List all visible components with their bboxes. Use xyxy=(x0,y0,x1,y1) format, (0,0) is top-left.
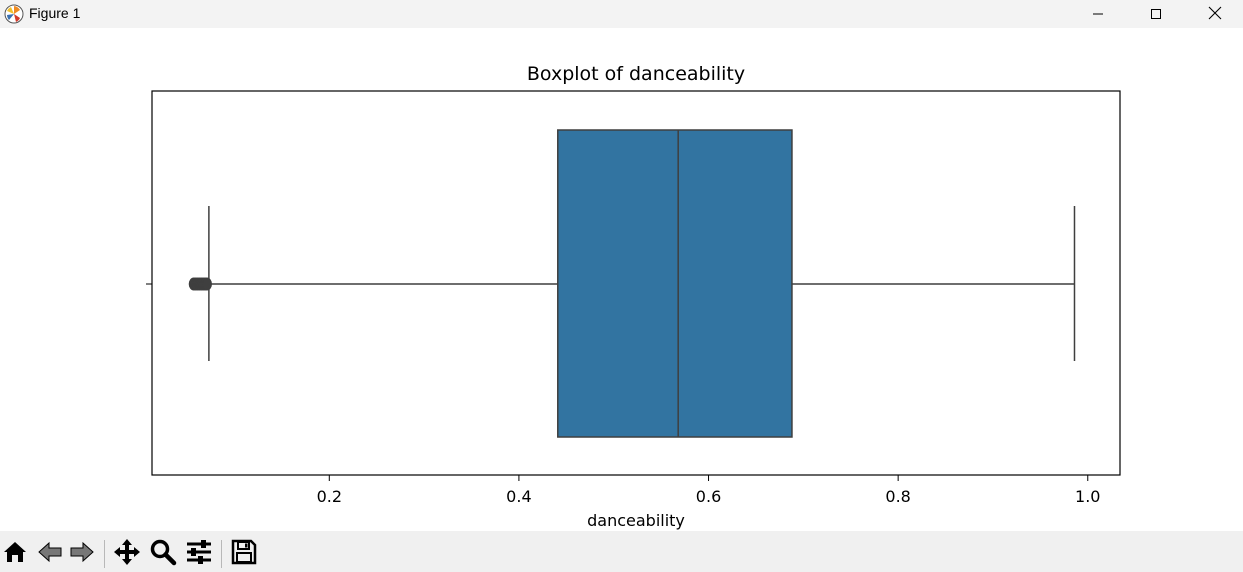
pan-button[interactable] xyxy=(112,538,142,570)
x-tick-label: 0.8 xyxy=(885,487,910,506)
floppy-disk-icon xyxy=(230,538,258,570)
close-button[interactable] xyxy=(1192,0,1238,28)
sliders-icon xyxy=(185,538,213,570)
configure-subplots-button[interactable] xyxy=(184,540,214,568)
back-button[interactable] xyxy=(35,540,65,568)
interquartile-box xyxy=(557,129,793,438)
toolbar-separator xyxy=(104,540,105,568)
axes-frame xyxy=(151,90,1121,476)
title-bar: Figure 1 xyxy=(0,0,1243,28)
maximize-button[interactable] xyxy=(1133,0,1179,28)
minimize-icon xyxy=(1092,5,1104,24)
x-tick-label: 0.6 xyxy=(696,487,721,506)
maximize-icon xyxy=(1150,5,1162,24)
x-tick-label: 1.0 xyxy=(1075,487,1100,506)
home-button[interactable] xyxy=(0,540,30,568)
home-icon xyxy=(2,539,28,569)
back-arrow-icon xyxy=(37,539,63,569)
move-icon xyxy=(113,538,141,570)
zoom-button[interactable] xyxy=(148,538,178,570)
x-tick-label: 0.2 xyxy=(317,487,342,506)
chart-title: Boxplot of danceability xyxy=(527,63,745,85)
save-button[interactable] xyxy=(229,538,259,570)
forward-button[interactable] xyxy=(67,540,97,568)
navigation-toolbar xyxy=(0,531,1243,572)
outlier-point xyxy=(201,277,212,291)
boxplot-chart: Boxplot of danceability 0.2 0.4 0.6 0.8 1.0 … xyxy=(146,63,1121,530)
toolbar-separator xyxy=(221,540,222,568)
forward-arrow-icon xyxy=(69,539,95,569)
figure-canvas: Boxplot of danceability 0.2 0.4 0.6 0.8 1.0 … xyxy=(0,28,1243,531)
window-title: Figure 1 xyxy=(29,5,81,21)
minimize-button[interactable] xyxy=(1075,0,1121,28)
x-tick-label: 0.4 xyxy=(506,487,531,506)
x-axis-label: danceability xyxy=(587,511,685,530)
matplotlib-app-icon xyxy=(4,4,24,24)
magnifier-icon xyxy=(149,538,177,570)
close-icon xyxy=(1208,5,1222,24)
